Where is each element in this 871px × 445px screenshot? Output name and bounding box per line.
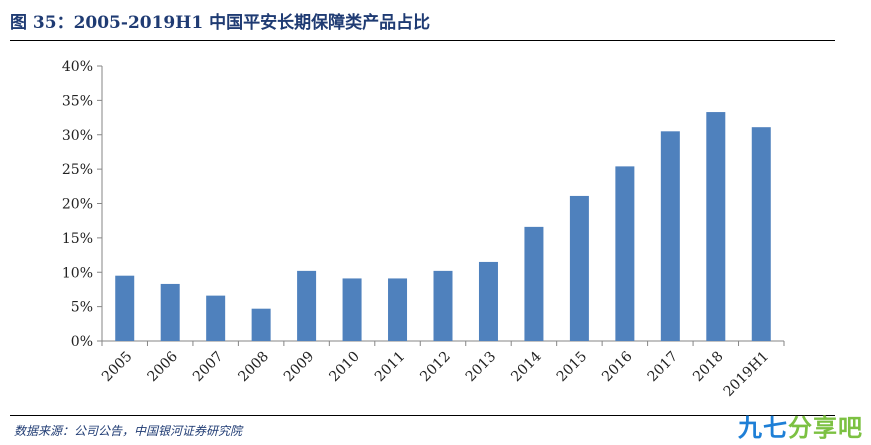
- bar-2006: [160, 283, 180, 341]
- x-tick-label: 2009: [281, 349, 318, 386]
- y-tick-label: 25%: [62, 162, 93, 178]
- x-tick-label: 2006: [145, 348, 182, 385]
- y-tick-label: 35%: [62, 93, 93, 109]
- y-tick-label: 0%: [71, 334, 93, 350]
- figure-title: 图 35：2005-2019H1 中国平安长期保障类产品占比: [10, 13, 431, 33]
- bar-2011: [388, 278, 408, 341]
- bar-2019H1: [751, 127, 771, 341]
- x-tick-label: 2011: [372, 349, 409, 386]
- bar-2015: [569, 195, 589, 341]
- x-tick-label: 2018: [690, 349, 727, 386]
- x-tick-label: 2014: [508, 348, 545, 385]
- x-tick-label: 2019H1: [721, 349, 772, 400]
- bar-2016: [615, 166, 635, 341]
- bar-2008: [251, 308, 271, 341]
- bar-2014: [524, 226, 544, 341]
- bar-2007: [206, 295, 226, 341]
- watermark-accent: 分享吧: [788, 414, 863, 442]
- bar-2005: [115, 275, 135, 341]
- bar-2018: [706, 112, 726, 341]
- x-tick-label: 2005: [99, 349, 136, 386]
- x-tick-label: 2012: [417, 349, 454, 386]
- x-tick-label: 2016: [599, 348, 636, 385]
- bar-2010: [342, 278, 362, 341]
- bars: [115, 112, 771, 341]
- x-tick-label: 2010: [326, 349, 363, 386]
- y-tick-label: 15%: [62, 231, 93, 247]
- x-tick-label: 2017: [645, 349, 682, 386]
- source-note: 数据来源：公司公告，中国银河证券研究院: [14, 424, 243, 438]
- bar-2017: [660, 131, 680, 341]
- bar-2013: [478, 261, 498, 341]
- y-tick-label: 10%: [62, 265, 93, 281]
- watermark-logo: 九七分享吧: [738, 408, 863, 443]
- x-tick-label: 2008: [235, 349, 272, 386]
- x-tick-label: 2013: [463, 349, 500, 386]
- y-axis: 0% 5% 10% 15% 20% 25% 30% 35% 40%: [62, 59, 103, 350]
- bar-2009: [297, 270, 317, 341]
- x-tick-label: 2007: [190, 349, 227, 386]
- bar-2012: [433, 270, 453, 341]
- y-tick-label: 40%: [62, 59, 93, 75]
- x-tick-label: 2015: [554, 349, 591, 386]
- y-tick-label: 20%: [62, 197, 93, 213]
- bar-chart: 0%5%10%15%20%25%30%35%40% 2005 2006 2007 20…: [62, 59, 785, 400]
- y-tick-label: 5%: [71, 300, 93, 316]
- title-divider: [10, 40, 835, 41]
- watermark-main: 九七: [738, 414, 788, 442]
- source-divider: [10, 415, 835, 416]
- y-tick-label: 30%: [62, 128, 93, 144]
- x-axis: 2005 2006 2007 2008 2009 2010 2011 2012 2013 2014…: [99, 340, 785, 400]
